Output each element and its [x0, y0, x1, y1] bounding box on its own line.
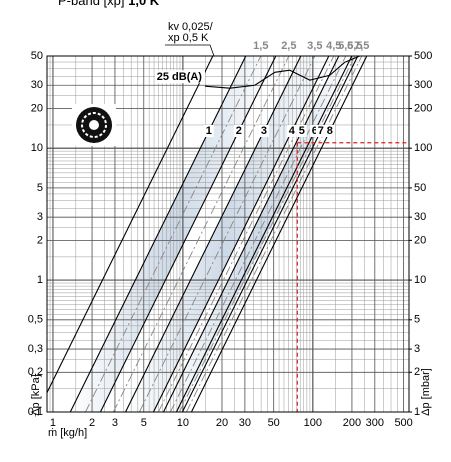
series-label: 2,5 — [281, 40, 296, 52]
x-tick-label: 10 — [177, 417, 189, 429]
series-label: 6 — [312, 125, 318, 137]
series-line — [190, 56, 368, 412]
series-label: 1 — [206, 125, 212, 137]
series-label: 4 — [289, 125, 296, 137]
y2-tick-label: 10 — [414, 274, 426, 286]
y2-tick-label: 500 — [414, 50, 432, 62]
logo — [72, 104, 116, 146]
y2-axis-label: Δp [mbar] — [420, 368, 432, 416]
series-line — [186, 56, 363, 412]
x-axis-label: ṁ [kg/h] — [48, 427, 87, 439]
logo-ring — [81, 112, 107, 138]
y-tick-label: 1 — [37, 274, 43, 286]
x-tick-label: 3 — [112, 417, 118, 429]
x-tick-label: 500 — [394, 417, 412, 429]
series-label: 3,5 — [307, 40, 322, 52]
y-tick-label: 2 — [37, 234, 43, 246]
series-label: 2 — [236, 125, 242, 137]
y2-tick-label: 300 — [414, 79, 432, 91]
x-tick-label: 300 — [366, 417, 384, 429]
grid — [47, 55, 409, 413]
series-label: 1,5 — [253, 40, 268, 52]
y-tick-label: 3 — [37, 211, 43, 223]
plot-marks — [47, 56, 409, 412]
y-tick-label: 0,5 — [28, 314, 43, 326]
kv-label: kv 0,025/ — [168, 21, 214, 33]
plot-frame — [46, 55, 410, 413]
labels: 1 2 3 5 10 20 30 50 100 200 300 500 0,1 0,2 0,3 0,5 1 2 3 5… — [28, 40, 433, 429]
x-tick-label: 200 — [343, 417, 361, 429]
series-label: 3 — [261, 125, 267, 137]
x-tick-label: 2 — [89, 417, 95, 429]
shade-band — [125, 56, 329, 412]
series-label: 7,5 — [354, 40, 369, 52]
y-tick-label: 5 — [37, 182, 43, 194]
series-line — [125, 56, 302, 412]
series-label-bg — [296, 125, 307, 137]
series-line — [204, 56, 361, 89]
y2-tick-label: 20 — [414, 234, 426, 246]
y-tick-label: 0,3 — [28, 343, 43, 355]
y-tick-label: 20 — [31, 102, 43, 114]
x-tick-label: 20 — [216, 417, 228, 429]
x-tick-label: 1 — [50, 417, 56, 429]
series-label-bg — [203, 125, 214, 137]
kv-leader — [165, 44, 215, 57]
y-tick-label: 0,1 — [28, 406, 43, 418]
series-line — [139, 56, 316, 412]
series-line — [179, 56, 356, 412]
series-label: 5 — [299, 125, 305, 137]
y2-tick-label: 2 — [414, 366, 420, 378]
series-label: 5,5 — [338, 40, 353, 52]
series-label-bg — [309, 125, 320, 137]
kv-label: xp 0,5 K — [168, 32, 209, 44]
series-label-bg — [154, 70, 205, 84]
series-label: 8 — [327, 125, 333, 137]
series-label: 4,5 — [326, 40, 341, 52]
y-tick-label: 0,2 — [28, 366, 43, 378]
shade-band — [163, 56, 355, 412]
series-line — [152, 56, 330, 412]
y2-tick-label: 3 — [414, 343, 420, 355]
series-line — [157, 56, 335, 412]
x-tick-label: 30 — [239, 417, 251, 429]
series-line — [69, 56, 247, 412]
x-tick-label: 50 — [268, 417, 280, 429]
series-label: 6,5 — [347, 40, 362, 52]
y-tick-label: 10 — [31, 142, 43, 154]
series-label-bg — [324, 125, 335, 137]
series-line — [170, 56, 347, 412]
series-label-bg — [258, 125, 269, 137]
series-label-bg — [315, 125, 326, 137]
series-line — [85, 56, 262, 412]
series-line — [113, 56, 290, 412]
y2-tick-label: 30 — [414, 211, 426, 223]
series-line — [162, 56, 340, 412]
chart-title: P-band [xp] 1,0 K — [58, 0, 160, 8]
x-tick-label: 5 — [141, 417, 147, 429]
series-label: 25 dB(A) — [157, 71, 203, 83]
logo-center — [89, 120, 99, 130]
series-label-bg — [233, 125, 244, 137]
y-tick-label: 50 — [31, 50, 43, 62]
series-line — [175, 56, 353, 412]
series-line — [99, 56, 277, 412]
y2-tick-label: 100 — [414, 142, 432, 154]
y2-tick-label: 1 — [414, 406, 420, 418]
x-tick-label: 100 — [304, 417, 322, 429]
y2-tick-label: 5 — [414, 314, 420, 326]
series-line — [181, 56, 359, 412]
y-tick-label: 30 — [31, 79, 43, 91]
series-label-bg — [286, 125, 297, 137]
series-line — [47, 56, 214, 394]
y2-tick-label: 50 — [414, 182, 426, 194]
shade-band — [70, 56, 276, 412]
y2-tick-label: 200 — [414, 102, 432, 114]
y-axis-label: Δp [kPa] — [30, 374, 42, 416]
series-label: 7 — [318, 125, 324, 137]
